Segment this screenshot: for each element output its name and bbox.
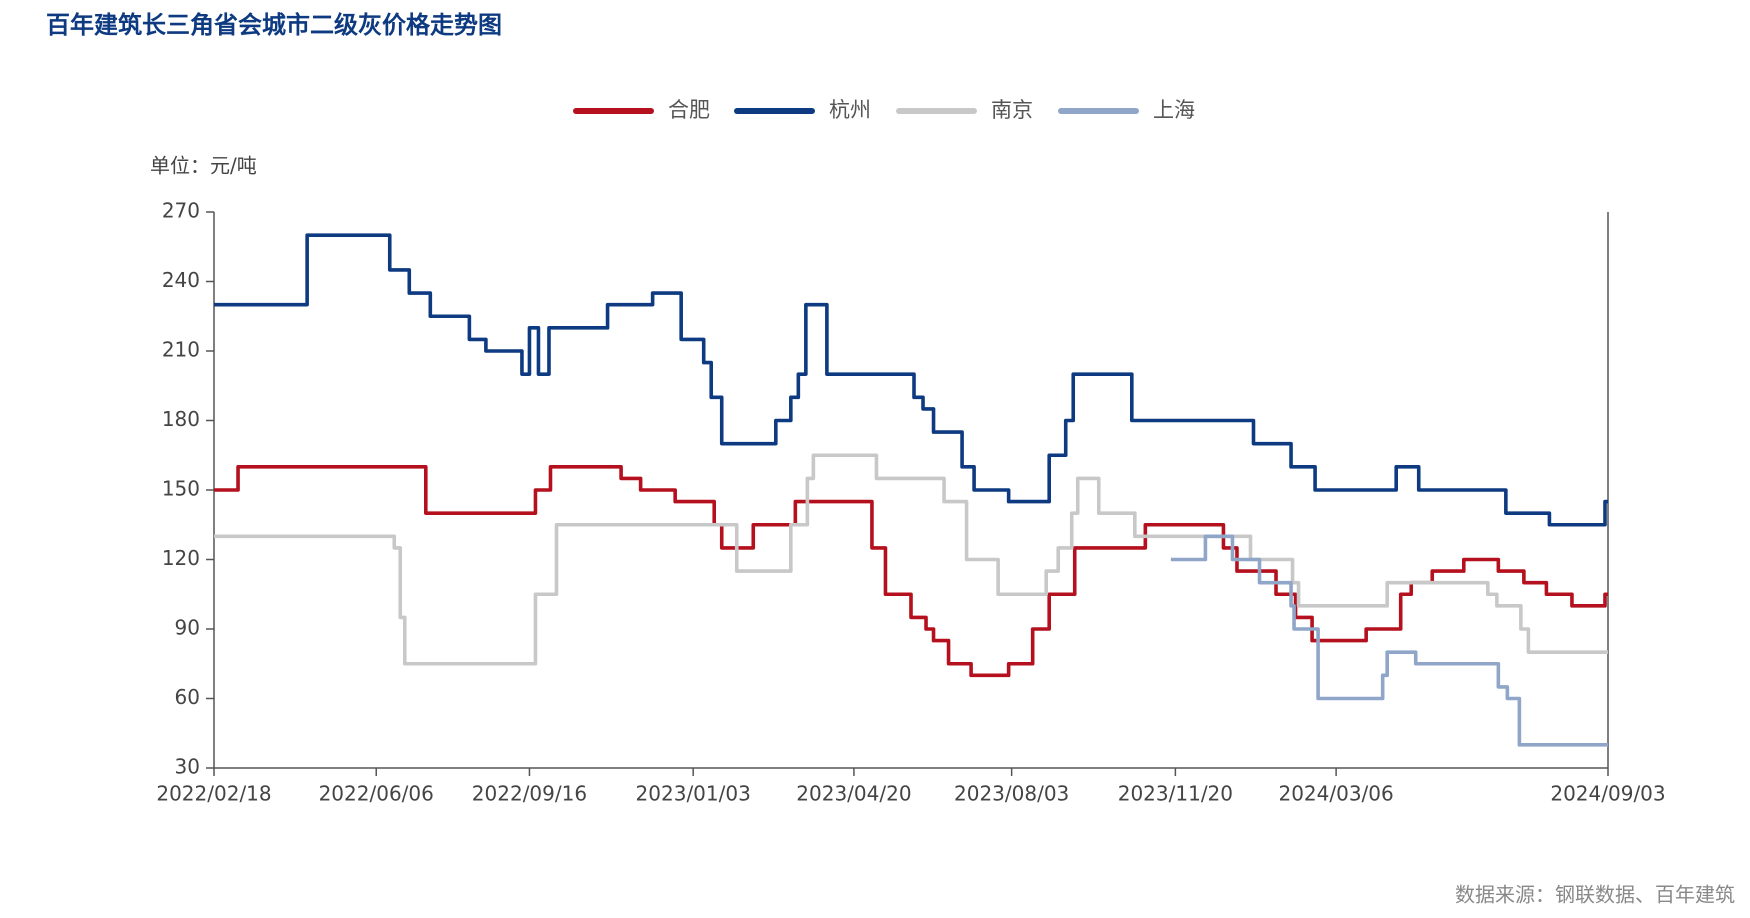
- x-tick-label: 2023/04/20: [796, 782, 911, 806]
- y-axis-label: 单位：元/吨: [150, 154, 257, 178]
- series-line: [214, 233, 1608, 527]
- legend-label: 合肥: [668, 98, 710, 122]
- y-tick-label: 180: [162, 407, 200, 431]
- series-line: [214, 453, 1608, 666]
- y-tick-label: 240: [162, 268, 200, 292]
- series-line: [1170, 534, 1608, 747]
- x-tick-label: 2023/11/20: [1118, 782, 1233, 806]
- series-line: [214, 465, 1608, 678]
- y-tick-label: 90: [175, 616, 200, 640]
- legend-label: 南京: [991, 98, 1033, 122]
- source-note: 数据来源：钢联数据、百年建筑: [1455, 883, 1735, 907]
- chart-title: 百年建筑长三角省会城市二级灰价格走势图: [46, 11, 502, 39]
- y-tick-label: 30: [175, 755, 200, 779]
- x-tick-label: 2022/09/16: [472, 782, 587, 806]
- legend-label: 上海: [1153, 98, 1195, 122]
- y-tick-label: 210: [162, 338, 200, 362]
- y-tick-label: 60: [175, 685, 200, 709]
- x-tick-label: 2023/08/03: [954, 782, 1069, 806]
- x-tick-label: 2024/09/03: [1550, 782, 1665, 806]
- y-tick-label: 270: [162, 199, 200, 223]
- y-tick-label: 150: [162, 477, 200, 501]
- y-tick-label: 120: [162, 546, 200, 570]
- legend-label: 杭州: [829, 98, 871, 122]
- x-tick-label: 2022/06/06: [319, 782, 434, 806]
- x-tick-label: 2022/02/18: [156, 782, 271, 806]
- x-tick-label: 2023/01/03: [636, 782, 751, 806]
- x-tick-label: 2024/03/06: [1278, 782, 1393, 806]
